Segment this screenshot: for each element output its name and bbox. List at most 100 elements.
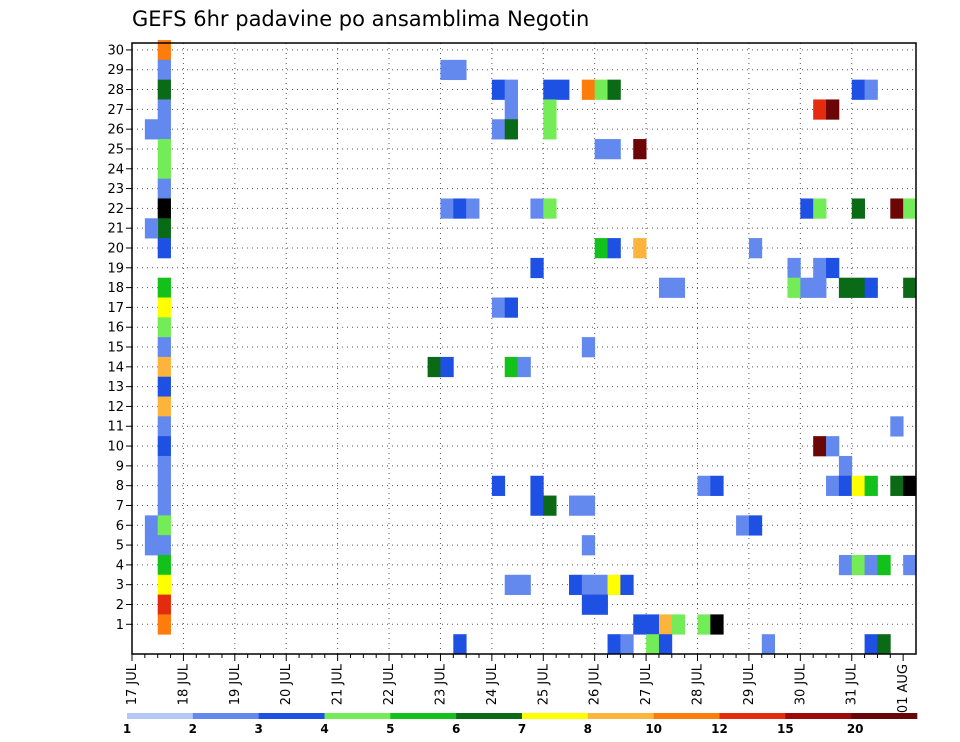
- colorbar-segment: [851, 713, 918, 719]
- ensemble-cell: [851, 198, 865, 219]
- colorbar-segment: [719, 713, 786, 719]
- y-tick-label: 1: [116, 618, 124, 633]
- ensemble-cell: [646, 614, 660, 635]
- ensemble-cell: [440, 59, 454, 81]
- ensemble-cell: [620, 634, 634, 655]
- ensemble-cell: [710, 475, 724, 496]
- y-tick-label: 24: [107, 162, 124, 177]
- ensemble-cell: [646, 634, 660, 655]
- ensemble-cell: [813, 99, 827, 120]
- grid: [132, 43, 916, 654]
- ensemble-cell: [157, 99, 171, 120]
- y-tick-label: 13: [107, 380, 124, 395]
- ensemble-cells: [144, 40, 917, 655]
- y-tick-label: 14: [107, 360, 124, 375]
- ensemble-cell: [517, 356, 531, 378]
- ensemble-cell: [157, 158, 171, 180]
- colorbar-segment: [587, 713, 654, 719]
- ensemble-cell: [671, 277, 686, 298]
- ensemble-cell: [813, 277, 827, 298]
- ensemble-cell: [157, 218, 171, 239]
- ensemble-cell: [504, 119, 518, 140]
- ensemble-cell: [453, 634, 467, 655]
- ensemble-cell: [440, 198, 454, 219]
- ensemble-cell: [491, 297, 506, 318]
- chart-title: GEFS 6hr padavine po ansamblima Negotin: [132, 7, 589, 31]
- ensemble-cell: [761, 634, 776, 655]
- colorbar-label: 12: [711, 722, 728, 736]
- ensemble-cell: [157, 337, 171, 358]
- ensemble-cell: [157, 594, 171, 615]
- ensemble-cell: [440, 356, 454, 378]
- colorbar-label: 2: [189, 722, 197, 736]
- ensemble-cell: [864, 475, 878, 496]
- ensemble-cell: [594, 574, 608, 595]
- x-tick-label: 25 JUL: [536, 663, 551, 705]
- ensemble-cell: [504, 297, 518, 318]
- x-tick-label: 20 JUL: [279, 663, 294, 705]
- ensemble-cell: [491, 475, 506, 496]
- y-tick-label: 5: [116, 539, 124, 554]
- ensemble-cell: [157, 297, 171, 318]
- ensemble-cell: [157, 515, 171, 536]
- ensemble-cell: [157, 455, 171, 477]
- ensemble-cell: [903, 554, 917, 576]
- x-tick-label: 31 JUL: [845, 663, 860, 705]
- ensemble-cell: [864, 277, 878, 298]
- ensemble-cell: [864, 554, 878, 576]
- ensemble-cell: [620, 574, 634, 595]
- y-tick-label: 10: [107, 440, 124, 455]
- ensemble-cell: [568, 495, 583, 516]
- ensemble-cell: [581, 594, 596, 615]
- ensemble-cell: [890, 198, 904, 219]
- ensemble-cell: [504, 79, 518, 100]
- x-tick-label: 21 JUL: [331, 663, 346, 705]
- colorbar-segment: [390, 713, 457, 719]
- ensemble-cell: [157, 554, 171, 576]
- ensemble-cell: [826, 475, 840, 496]
- ensemble-cell: [491, 79, 506, 100]
- x-tick-label: 29 JUL: [742, 663, 757, 705]
- ensemble-cell: [594, 79, 608, 100]
- colorbar-label: 7: [518, 722, 526, 736]
- ensemble-cell: [530, 475, 544, 496]
- x-tick-label: 27 JUL: [639, 663, 654, 705]
- y-tick-label: 21: [107, 222, 124, 237]
- x-tick-label: 24 JUL: [485, 663, 500, 705]
- ensemble-cell: [157, 238, 171, 259]
- ensemble-cell: [748, 515, 763, 536]
- x-tick-label: 22 JUL: [382, 663, 397, 705]
- ensemble-cell: [787, 257, 801, 279]
- y-tick-label: 7: [116, 499, 124, 514]
- ensemble-cell: [157, 376, 171, 397]
- ensemble-cell: [594, 238, 608, 259]
- ensemble-cell: [504, 99, 518, 120]
- y-tick-label: 17: [107, 301, 124, 316]
- ensemble-cell: [826, 257, 840, 279]
- ensemble-cell: [144, 119, 159, 140]
- ensemble-cell: [530, 198, 544, 219]
- ensemble-cell: [157, 317, 171, 338]
- y-tick-label: 11: [107, 420, 124, 435]
- ensemble-cell: [710, 614, 724, 635]
- ensemble-cell: [671, 614, 686, 635]
- colorbar-segment: [785, 713, 852, 719]
- ensemble-cell: [157, 79, 171, 100]
- colorbar-label: 8: [584, 722, 592, 736]
- y-tick-label: 12: [107, 400, 124, 415]
- ensemble-cell: [838, 277, 853, 298]
- ensemble-cell: [157, 40, 171, 61]
- ensemble-cell: [543, 99, 557, 120]
- x-tick-label: 23 JUL: [433, 663, 448, 705]
- colorbar-label: 6: [452, 722, 460, 736]
- ensemble-cell: [864, 79, 878, 100]
- y-tick-label: 20: [107, 241, 124, 256]
- x-tick-label: 19 JUL: [228, 663, 243, 705]
- ensemble-cell: [607, 238, 621, 259]
- ensemble-cell: [826, 99, 840, 120]
- ensemble-cell: [157, 198, 171, 219]
- ensemble-cell: [543, 495, 557, 516]
- colorbar-segment: [258, 713, 325, 719]
- ensemble-cell: [581, 495, 596, 516]
